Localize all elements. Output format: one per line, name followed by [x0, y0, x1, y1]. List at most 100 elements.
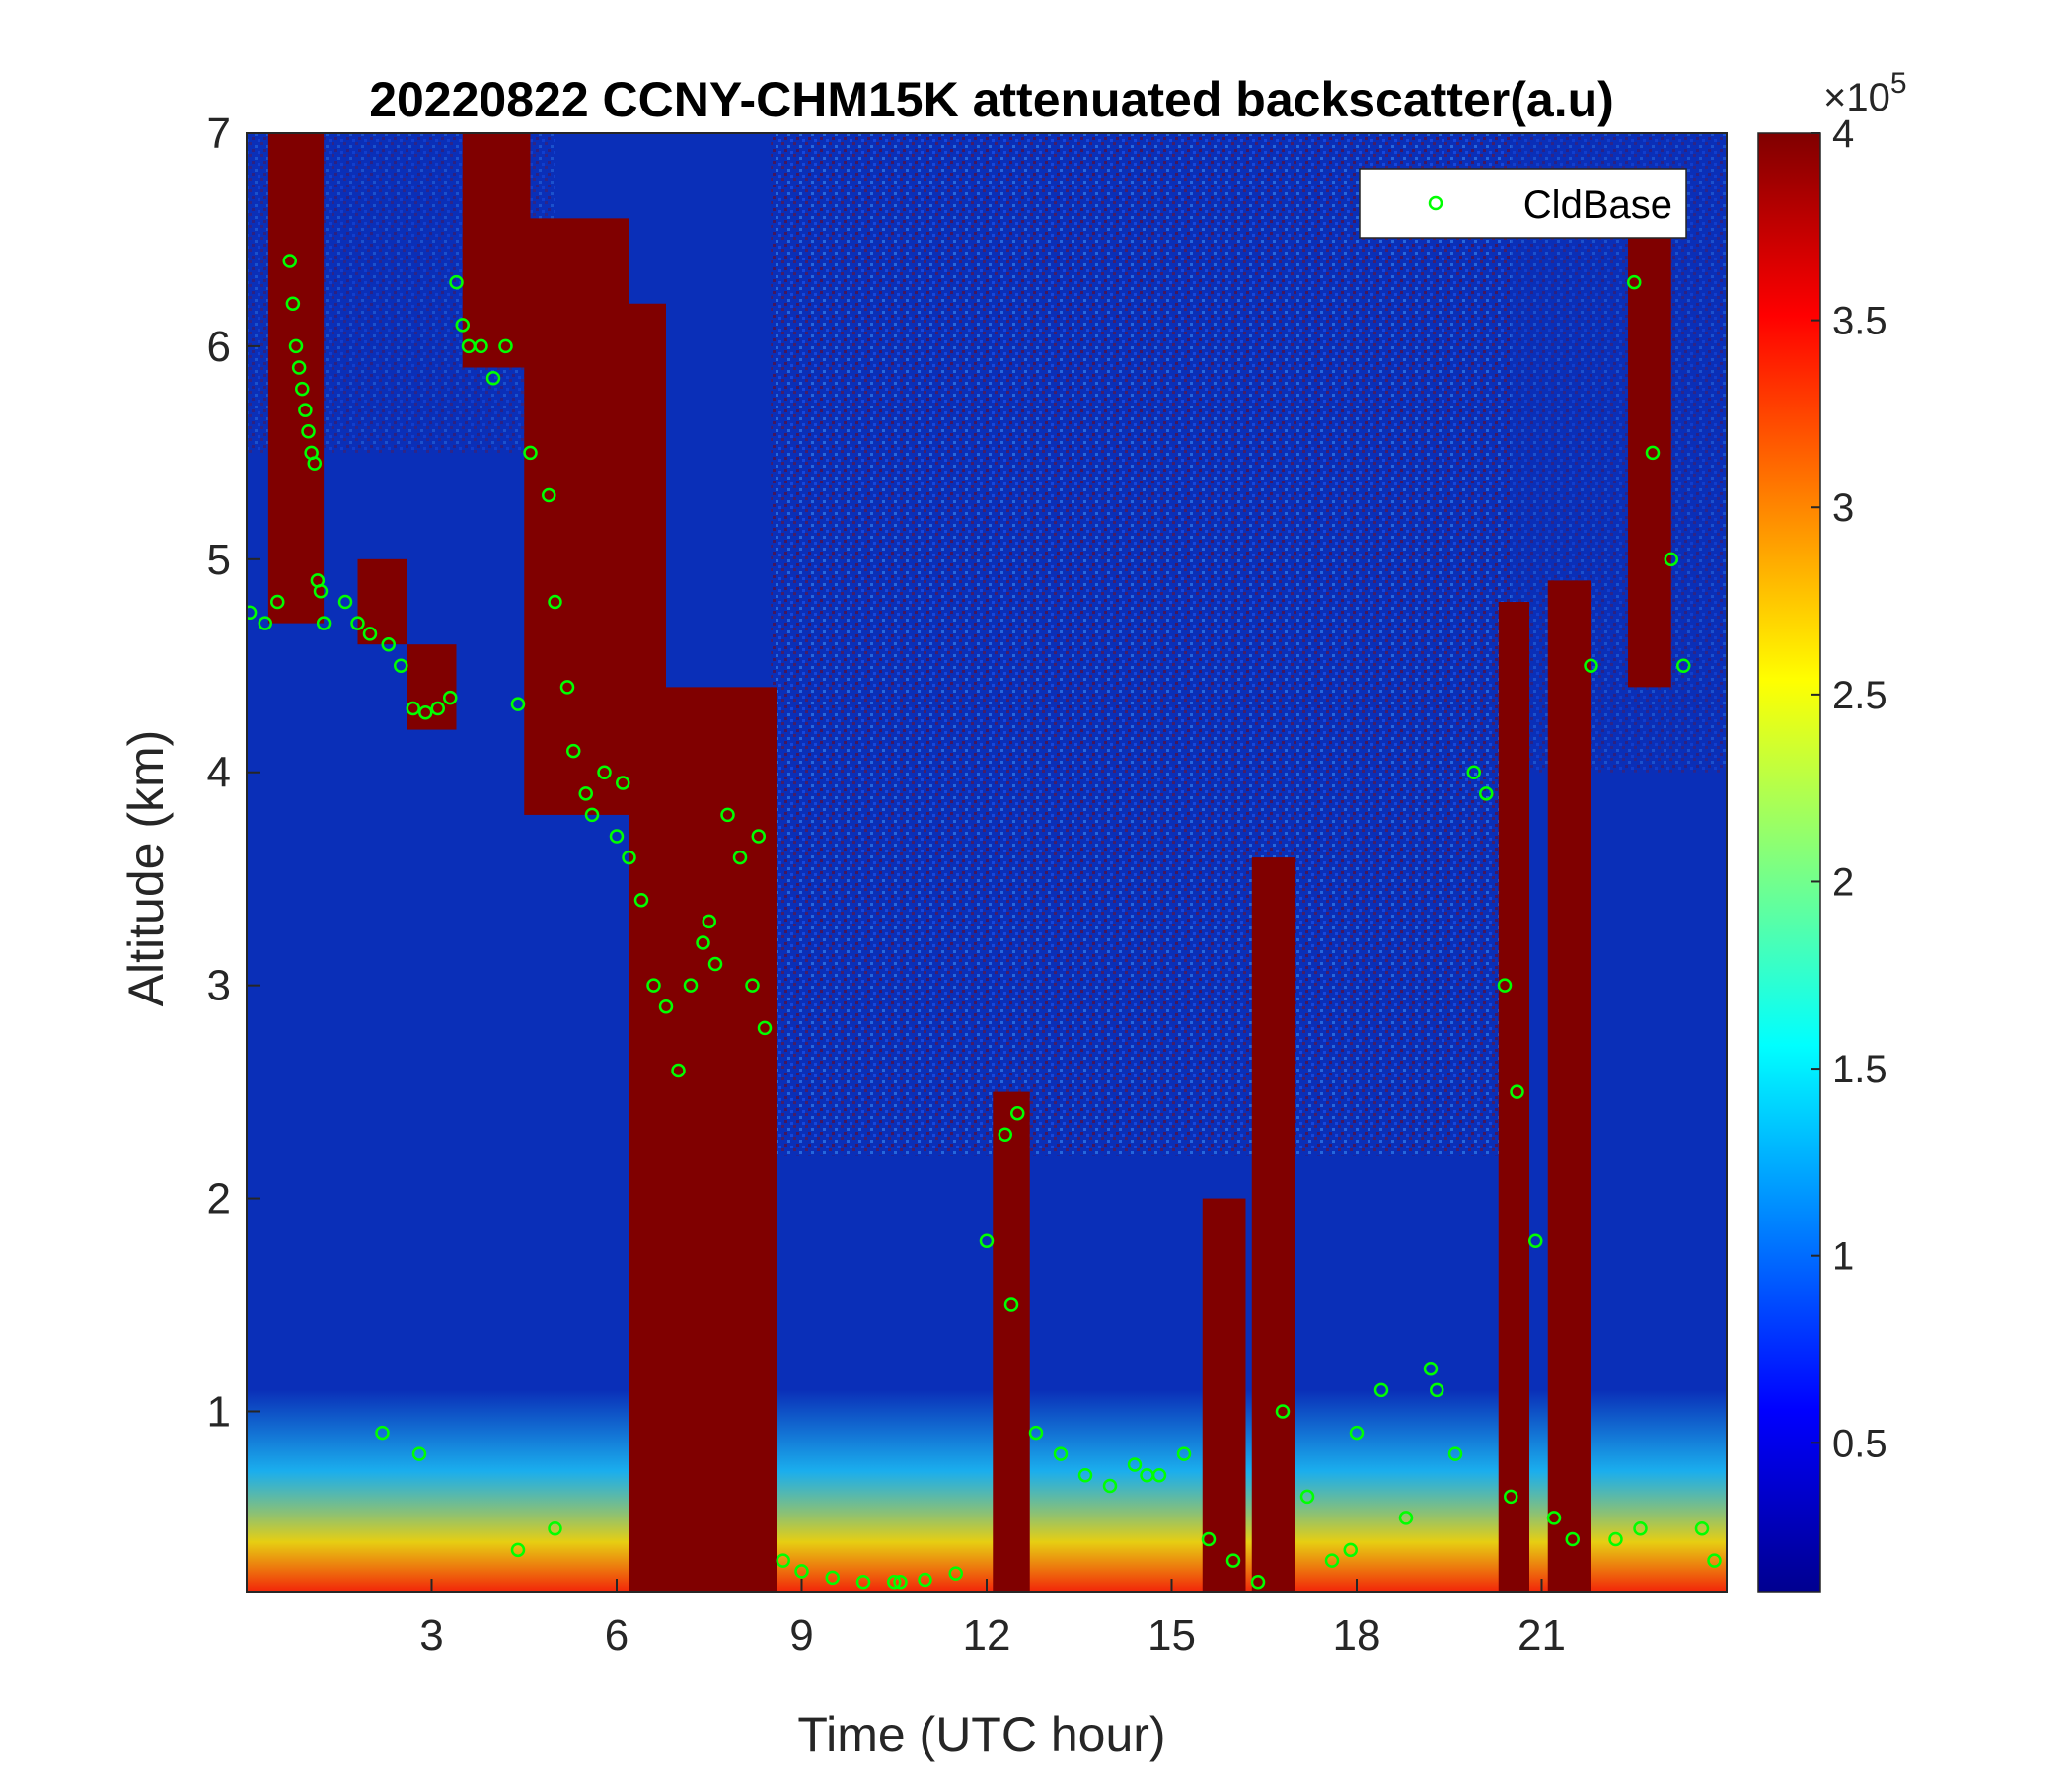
cldbase-point [523, 445, 538, 461]
colorbar-exponent-base: ×10 [1823, 76, 1890, 119]
cldbase-point [548, 594, 562, 610]
y-axis-label: Altitude (km) [118, 730, 174, 1007]
cldbase-point [350, 616, 365, 630]
cldbase-point [1010, 1105, 1025, 1121]
cldbase-point [1528, 1233, 1543, 1248]
cldbase-point [298, 403, 313, 417]
cldbase-point [418, 705, 433, 720]
cldbase-point [1275, 1404, 1291, 1419]
x-tick-label: 6 [605, 1611, 629, 1660]
cldbase-point [307, 456, 322, 471]
cldbase-point [381, 636, 396, 652]
cldbase-point [1627, 274, 1642, 290]
cldbase-point [998, 1127, 1012, 1143]
colorbar-tick-label: 3.5 [1832, 300, 1887, 343]
cldbase-point [285, 296, 301, 311]
legend-marker-icon [1428, 195, 1443, 211]
cldbase-point [1707, 1553, 1722, 1568]
cldbase-point [633, 893, 649, 908]
cldbase-point [566, 743, 581, 759]
cldbase-point [474, 338, 488, 354]
cldbase-point [337, 594, 353, 610]
cldbase-point [455, 318, 470, 333]
cldbase-point [1349, 1425, 1365, 1441]
cldbase-point [751, 829, 766, 844]
cldbase-point [622, 850, 636, 865]
cldbase-point [270, 594, 285, 610]
y-tick-label: 7 [207, 110, 231, 158]
cldbase-point [683, 978, 699, 993]
cldbase-point [578, 786, 593, 801]
cldbase-point [1102, 1478, 1118, 1494]
cldbase-point [1447, 1446, 1463, 1461]
cldbase-point [430, 701, 445, 716]
heatmap-cloud-region [524, 218, 629, 815]
cldbase-point [1466, 765, 1481, 779]
heatmap-cloud-region [1202, 1198, 1246, 1592]
x-tick-label: 21 [1517, 1611, 1566, 1660]
cldbase-point [887, 1574, 902, 1590]
cldbase-point [597, 765, 612, 779]
cldbase-point [948, 1566, 963, 1581]
heatmap-cloud-region [629, 303, 666, 1592]
colorbar-tick-label: 1 [1832, 1235, 1854, 1279]
x-tick-label: 18 [1333, 1611, 1381, 1660]
cldbase-point [362, 627, 378, 641]
plot-area [247, 133, 1727, 1592]
colorbar-tick-label: 2 [1832, 860, 1854, 904]
cldbase-point [375, 1425, 390, 1441]
cldbase-point [295, 381, 310, 397]
cldbase-point [707, 956, 723, 972]
cldbase-point [1664, 552, 1678, 567]
cldbase-point [1299, 1489, 1315, 1505]
cldbase-point [1053, 1446, 1069, 1461]
cldbase-point [1633, 1520, 1648, 1536]
cldbase-point [825, 1570, 840, 1586]
x-tick-label: 12 [963, 1611, 1011, 1660]
y-tick-label: 2 [207, 1175, 231, 1223]
colorbar-tick-label: 2.5 [1832, 674, 1887, 717]
cldbase-point [1225, 1553, 1241, 1568]
cldbase-point [301, 424, 316, 439]
cldbase-point [258, 616, 272, 630]
cldbase-point [1127, 1457, 1143, 1472]
cldbase-point [542, 487, 556, 503]
cldbase-point [584, 807, 600, 823]
cldbase-point [1430, 1382, 1444, 1398]
cldbase-point [498, 338, 513, 354]
cldbase-point [893, 1574, 908, 1590]
cldbase-point [616, 776, 630, 790]
heatmap-cloud-region [407, 644, 457, 730]
x-axis-label: Time (UTC hour) [797, 1707, 1165, 1762]
cldbase-point [732, 850, 748, 865]
cldbase-point [1028, 1425, 1044, 1441]
cldbase-point [288, 338, 304, 354]
cldbase-point [1546, 1511, 1562, 1525]
cldbase-point [671, 1063, 686, 1078]
cldbase-point [696, 935, 710, 950]
cldbase-point [1398, 1511, 1414, 1525]
x-tick-label: 15 [1147, 1611, 1196, 1660]
heatmap-cloud-region [1628, 218, 1671, 688]
colorbar: 0.5 1 1.5 2 2.5 3 3.5 4 ×105 [1757, 67, 1907, 1593]
colorbar-ticks: 0.5 1 1.5 2 2.5 3 3.5 4 [1811, 112, 1887, 1465]
cldbase-point [1250, 1574, 1266, 1590]
cldbase-point [720, 807, 735, 823]
cldbase-point [247, 605, 258, 621]
cldbase-point [559, 680, 575, 695]
cldbase-point [411, 1446, 427, 1461]
cldbase-point [855, 1574, 871, 1590]
x-tick-label: 3 [419, 1611, 443, 1660]
cldbase-point [658, 999, 674, 1014]
cldbase-point [1676, 658, 1691, 674]
y-tick-label: 3 [207, 962, 231, 1010]
cldbase-point [548, 1520, 562, 1536]
cldbase-point [776, 1553, 790, 1568]
cldbase-point [1497, 978, 1513, 993]
cldbase-point [449, 274, 464, 290]
cldbase-point [918, 1572, 932, 1588]
cldbase-point [1479, 786, 1494, 801]
cldbase-point [313, 583, 329, 599]
cldbase-point [1373, 1382, 1389, 1398]
cldbase-point [1343, 1542, 1358, 1558]
